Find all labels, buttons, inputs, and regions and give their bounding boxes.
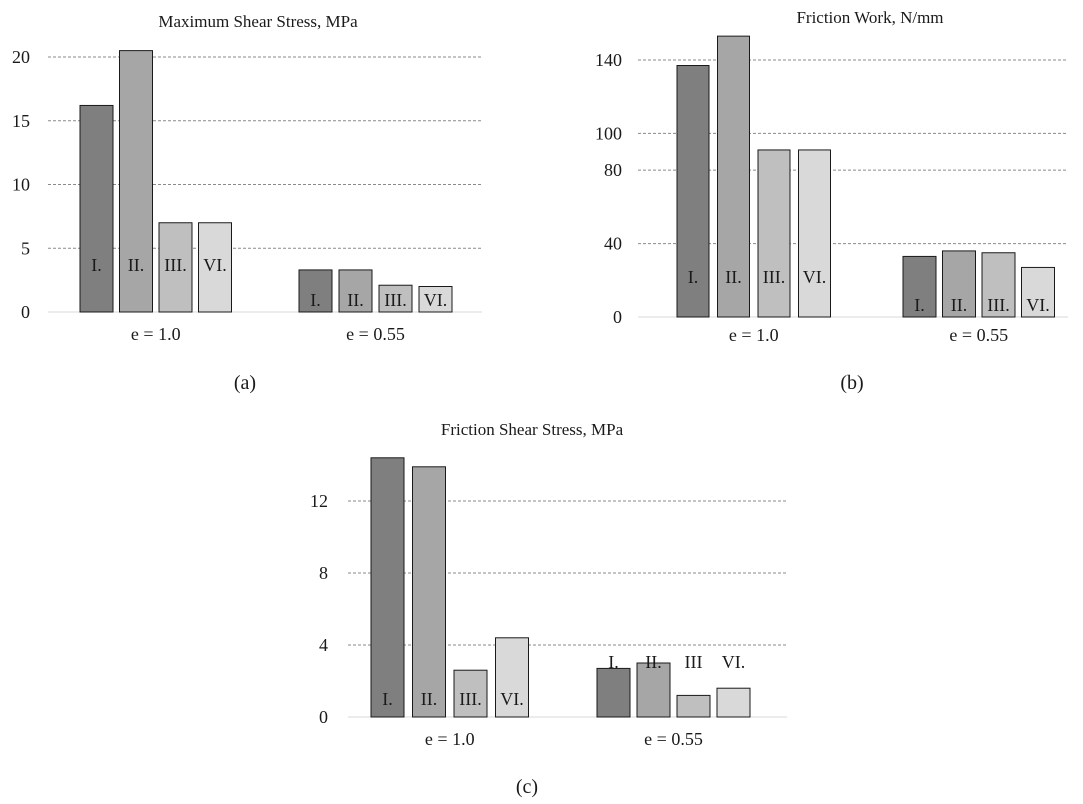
category-label: e = 1.0 (425, 729, 475, 749)
panel-c-label: (c) (516, 776, 538, 798)
bar-label: II. (347, 290, 364, 310)
bar-label: VI. (424, 290, 448, 310)
bar-e055-series-3 (378, 284, 413, 313)
bar-e1-series-2 (717, 35, 750, 318)
category-label: e = 0.55 (949, 325, 1008, 345)
bar-e055-series-2 (942, 250, 976, 318)
bar-label: I. (91, 255, 102, 275)
bar-e055-series-1 (298, 269, 333, 313)
panel-a-title: Maximum Shear Stress, MPa (158, 12, 358, 31)
bar-label: III. (164, 255, 186, 275)
bar-label: I. (310, 290, 321, 310)
bar-label: III (685, 652, 703, 672)
category-label: e = 1.0 (131, 324, 181, 344)
bar-label: VI. (722, 652, 746, 672)
bar-e055-series-2 (338, 269, 373, 313)
bar-e1-series-3 (158, 222, 193, 313)
bar-e1-series-1 (676, 65, 710, 318)
y-tick-label: 12 (310, 491, 328, 511)
bar-label: III. (459, 689, 481, 709)
bar-e1-series-4 (198, 222, 232, 313)
bar-label: VI. (1026, 295, 1050, 315)
bar-label: I. (688, 267, 699, 287)
y-tick-label: 100 (595, 123, 622, 143)
bar-e1-series-3 (453, 669, 488, 718)
panel-a-label: (a) (234, 372, 256, 394)
category-label: e = 0.55 (644, 729, 703, 749)
bar-e055-series-3 (676, 694, 711, 718)
bar-label: II. (421, 689, 438, 709)
bar-e055-series-4 (418, 286, 453, 313)
bar-e055-series-4 (716, 687, 751, 718)
bar-e055-series-4 (1021, 266, 1055, 318)
panel-b-title: Friction Work, N/mm (796, 8, 943, 27)
panel-c-title: Friction Shear Stress, MPa (441, 420, 624, 439)
panel-a: Maximum Shear Stress, MPa 0 5 10 15 20 I. II. I… (12, 12, 482, 394)
bar-e055-series-1 (596, 667, 631, 718)
bar-e055-series-2 (636, 662, 671, 718)
bar-label: VI. (500, 689, 524, 709)
y-tick-label: 0 (613, 307, 622, 327)
bar-label: II. (951, 295, 968, 315)
bar-e1-series-4 (798, 149, 831, 318)
bar-e1-series-1 (370, 457, 405, 718)
bar-e1-series-2 (119, 50, 153, 313)
bar-e055-series-1 (902, 255, 937, 318)
bar-label: II. (725, 267, 742, 287)
bar-label: II. (128, 255, 145, 275)
bar-label: II. (645, 652, 662, 672)
y-tick-label: 15 (12, 111, 30, 131)
bar-label: I. (914, 295, 925, 315)
category-label: e = 0.55 (346, 324, 405, 344)
panel-b-label: (b) (840, 372, 863, 394)
bar-e1-series-1 (79, 104, 114, 313)
bar-e1-series-3 (757, 149, 791, 318)
bar-e1-series-4 (495, 637, 529, 718)
bar-label: I. (608, 652, 619, 672)
y-tick-label: 0 (319, 707, 328, 727)
bar-label: I. (382, 689, 393, 709)
y-tick-label: 80 (604, 160, 622, 180)
panel-c-plot: 0 4 8 12 I. II. III. VI. e = 1.0 I. II. III VI. e = 0… (310, 457, 787, 749)
bar-label: III. (987, 295, 1009, 315)
panel-b: Friction Work, N/mm 0 40 80 100 140 I. II. III.… (595, 8, 1068, 394)
y-tick-label: 0 (21, 302, 30, 322)
bar-e055-series-3 (981, 252, 1016, 318)
y-tick-label: 10 (12, 175, 30, 195)
panel-a-plot: 0 5 10 15 20 I. II. III. VI. e = 1.0 I. II. III. VI. e… (12, 47, 482, 344)
bar-label: III. (384, 290, 406, 310)
bar-label: III. (763, 267, 785, 287)
bar-label: VI. (203, 255, 227, 275)
y-tick-label: 40 (604, 234, 622, 254)
category-label: e = 1.0 (729, 325, 779, 345)
y-tick-label: 8 (319, 563, 328, 583)
y-tick-label: 140 (595, 50, 622, 70)
bar-e1-series-2 (412, 466, 446, 718)
y-tick-label: 4 (319, 635, 328, 655)
bar-label: VI. (803, 267, 827, 287)
panel-b-plot: 0 40 80 100 140 I. II. III. VI. e = 1.0 I. II. III. V… (595, 35, 1068, 345)
panel-c: Friction Shear Stress, MPa 0 4 8 12 I. II. III… (310, 420, 787, 798)
y-tick-label: 5 (21, 238, 30, 258)
y-tick-label: 20 (12, 47, 30, 67)
